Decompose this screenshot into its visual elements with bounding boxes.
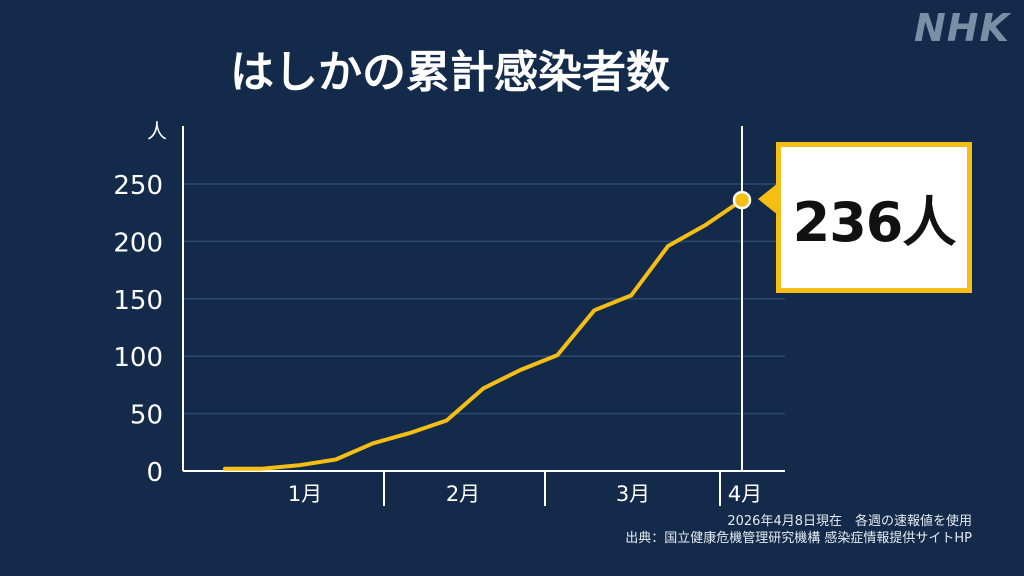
y-tick-label-50: 50 — [130, 401, 163, 431]
x-month-label-1: 1月 — [288, 482, 322, 506]
y-axis-unit-label: 人 — [147, 119, 167, 143]
source-note: 2026年4月8日現在 各週の速報値を使用 出典：国立健康危機管理研究機構 感染… — [625, 513, 972, 547]
date-note: 2026年4月8日現在 各週の速報値を使用 — [727, 514, 972, 529]
x-month-label-4: 4月 — [728, 482, 762, 506]
axes — [182, 126, 785, 506]
series-line — [223, 190, 752, 471]
y-tick-label-200: 200 — [113, 228, 163, 258]
grid-lines — [183, 183, 785, 415]
nhk-logo: NHK — [913, 6, 1010, 50]
callout-pointer — [758, 183, 778, 215]
value-callout: 236人 — [776, 142, 972, 293]
annotated-data-point — [732, 190, 752, 210]
chart-title: はしかの累計感染者数 — [230, 47, 670, 98]
y-tick-label-250: 250 — [113, 171, 163, 201]
source-credit: 出典：国立健康危機管理研究機構 感染症情報提供サイトHP — [625, 531, 972, 546]
tick-labels: 0 50 100 150 200 250 人 1月 2月 3月 4月 — [113, 119, 762, 506]
x-month-label-3: 3月 — [616, 482, 650, 506]
callout-label: 236人 — [792, 191, 957, 254]
y-tick-label-150: 150 — [113, 286, 163, 316]
y-tick-label-100: 100 — [113, 343, 163, 373]
y-tick-label-0: 0 — [146, 458, 163, 488]
x-month-label-2: 2月 — [446, 482, 480, 506]
series-line-path — [223, 198, 744, 471]
